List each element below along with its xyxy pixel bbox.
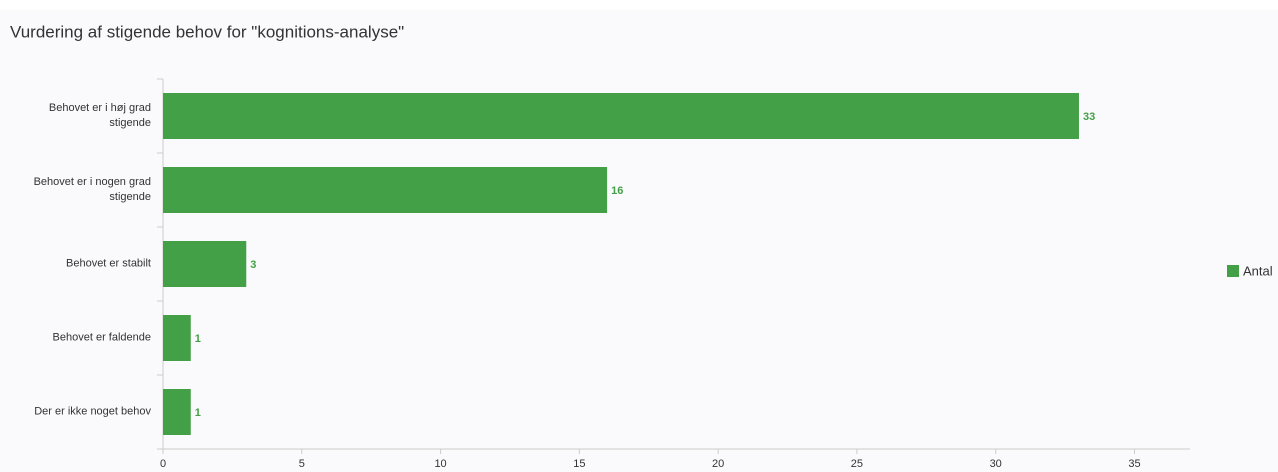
value-label: 3 — [250, 259, 256, 271]
legend-label: Antal — [1243, 263, 1273, 278]
value-label: 1 — [195, 333, 201, 345]
category-label: Behovet er stabilt — [66, 257, 151, 270]
bar — [163, 241, 247, 287]
category-label: Behovet er i nogen grad stigende — [33, 176, 151, 203]
x-tick-label: 15 — [573, 458, 585, 470]
x-tick-label: 20 — [712, 458, 724, 470]
x-tick-label: 35 — [1128, 458, 1140, 470]
chart-title: Vurdering af stigende behov for "kogniti… — [10, 22, 404, 41]
x-tick-label: 5 — [299, 458, 305, 470]
bar — [163, 315, 191, 361]
x-tick-label: 10 — [434, 458, 446, 470]
bar — [163, 389, 191, 435]
value-label: 16 — [611, 185, 623, 197]
category-label: Behovet er i høj grad stigende — [48, 102, 151, 129]
legend-swatch — [1227, 265, 1239, 277]
value-label: 1 — [195, 407, 201, 419]
x-tick-label: 25 — [851, 458, 863, 470]
x-tick-label: 30 — [990, 458, 1002, 470]
x-tick-label: 0 — [160, 458, 166, 470]
bar — [163, 93, 1079, 139]
category-label: Behovet er faldende — [52, 331, 151, 344]
value-label: 33 — [1083, 111, 1095, 123]
category-label: Der er ikke noget behov — [34, 405, 151, 418]
bar — [163, 167, 608, 213]
